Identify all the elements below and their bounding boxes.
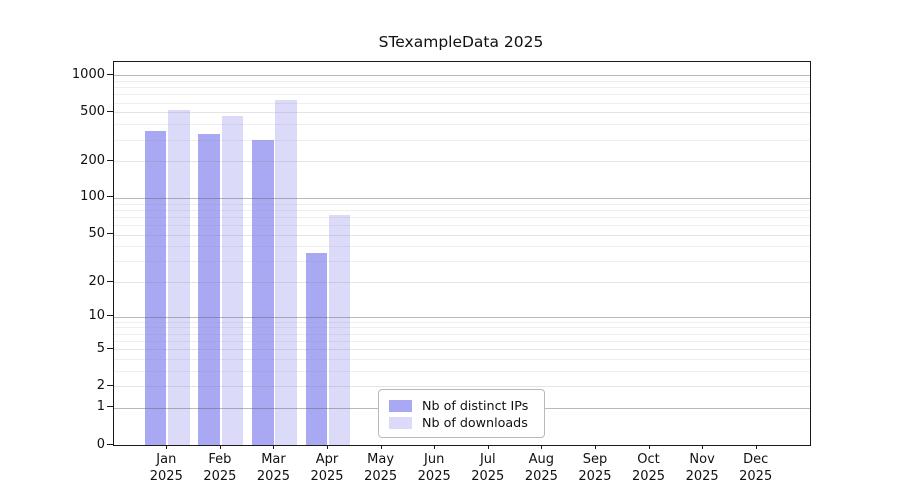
x-tick-mark xyxy=(702,445,704,449)
x-tick-mark xyxy=(273,445,275,449)
bar-nb-of-downloads-jan xyxy=(168,110,190,445)
gridline-mid xyxy=(114,282,810,284)
x-axis-tick-label-apr: Apr 2025 xyxy=(310,452,344,484)
y-tick-mark xyxy=(107,196,113,198)
gridline-minor xyxy=(114,321,810,323)
gridline-minor xyxy=(114,80,810,82)
y-axis-tick-label: 2 xyxy=(96,377,105,393)
x-axis-tick-label-oct: Oct 2025 xyxy=(631,452,666,484)
legend-item-nb-of-downloads: Nb of downloads xyxy=(389,414,534,431)
x-tick-mark xyxy=(541,445,543,449)
gridline-minor xyxy=(114,333,810,335)
gridline-mid xyxy=(114,386,810,388)
gridline-major xyxy=(114,75,810,77)
x-tick-mark xyxy=(434,445,436,449)
y-axis-tick-label: 10 xyxy=(88,308,105,324)
x-tick-mark xyxy=(380,445,382,449)
x-axis-tick-label-jul: Jul 2025 xyxy=(471,452,505,484)
gridline-minor xyxy=(114,203,810,205)
gridline-minor xyxy=(114,327,810,329)
gridline-minor xyxy=(114,139,810,141)
bar-nb-of-downloads-mar xyxy=(275,99,297,445)
y-tick-mark xyxy=(107,110,113,112)
gridline-minor xyxy=(114,216,810,218)
y-tick-mark xyxy=(107,406,113,408)
gridline-minor xyxy=(114,224,810,226)
x-tick-mark xyxy=(327,445,329,449)
gridline-minor xyxy=(114,102,810,104)
y-tick-mark xyxy=(107,280,113,282)
bar-nb-of-distinct-ips-mar xyxy=(252,139,274,445)
x-axis-tick-label-mar: Mar 2025 xyxy=(256,452,290,484)
x-axis-tick-label-sep: Sep 2025 xyxy=(578,452,612,484)
x-axis-tick-label-jun: Jun 2025 xyxy=(417,452,451,484)
x-axis-tick-label-nov: Nov 2025 xyxy=(685,452,719,484)
legend-item-nb-of-distinct-ips: Nb of distinct IPs xyxy=(389,397,534,414)
y-axis-tick-label: 1 xyxy=(96,399,105,415)
legend-swatch-nb-of-distinct-ips xyxy=(389,399,412,412)
x-axis-tick-label-feb: Feb 2025 xyxy=(203,452,237,484)
gridline-major xyxy=(114,197,810,199)
chart-title: STexampleData 2025 xyxy=(378,33,544,51)
y-axis-tick-label: 0 xyxy=(96,436,105,452)
x-tick-mark xyxy=(219,445,221,449)
gridline-minor xyxy=(114,370,810,372)
bar-nb-of-distinct-ips-jan xyxy=(144,130,167,445)
x-tick-mark xyxy=(166,445,168,449)
x-axis-tick-label-may: May 2025 xyxy=(364,452,398,484)
y-tick-mark xyxy=(107,315,113,317)
y-tick-mark xyxy=(107,233,113,235)
gridline-minor xyxy=(114,87,810,89)
gridline-minor xyxy=(114,340,810,342)
bar-nb-of-downloads-feb xyxy=(221,115,244,445)
gridline-major xyxy=(114,316,810,318)
x-axis-tick-label-dec: Dec 2025 xyxy=(739,452,773,484)
y-axis-tick-label: 200 xyxy=(80,152,105,168)
y-axis-tick-label: 20 xyxy=(88,273,105,289)
bar-nb-of-distinct-ips-feb xyxy=(198,133,220,445)
gridline-minor xyxy=(114,124,810,126)
y-axis-tick-label: 50 xyxy=(88,226,105,242)
y-tick-mark xyxy=(107,159,113,161)
bar-nb-of-distinct-ips-apr xyxy=(305,253,328,445)
y-axis-tick-label: 500 xyxy=(80,103,105,119)
legend: Nb of distinct IPs Nb of downloads xyxy=(378,389,545,438)
x-tick-mark xyxy=(648,445,650,449)
y-tick-mark xyxy=(107,73,113,75)
legend-label-nb-of-downloads: Nb of downloads xyxy=(422,415,528,430)
x-tick-mark xyxy=(755,445,757,449)
gridline-minor xyxy=(114,246,810,248)
y-tick-mark xyxy=(107,384,113,386)
gridline-minor xyxy=(114,94,810,96)
gridline-minor xyxy=(114,261,810,263)
legend-swatch-nb-of-downloads xyxy=(389,416,412,429)
x-tick-mark xyxy=(487,445,489,449)
bar-nb-of-downloads-apr xyxy=(328,215,351,445)
gridline-minor xyxy=(114,209,810,211)
plot-area xyxy=(113,61,811,446)
y-axis-tick-label: 5 xyxy=(96,340,105,356)
y-tick-mark xyxy=(107,443,113,445)
gridline-minor xyxy=(114,358,810,360)
gridline-mid xyxy=(114,234,810,236)
x-axis-tick-label-aug: Aug 2025 xyxy=(524,452,558,484)
legend-label-nb-of-distinct-ips: Nb of distinct IPs xyxy=(422,398,529,413)
y-axis-tick-label: 100 xyxy=(80,189,105,205)
x-axis-tick-label-jan: Jan 2025 xyxy=(149,452,183,484)
y-tick-mark xyxy=(107,347,113,349)
gridline-mid xyxy=(114,161,810,163)
y-axis-tick-label: 1000 xyxy=(71,66,105,82)
x-tick-mark xyxy=(594,445,596,449)
gridline-mid xyxy=(114,349,810,351)
gridline-mid xyxy=(114,112,810,114)
